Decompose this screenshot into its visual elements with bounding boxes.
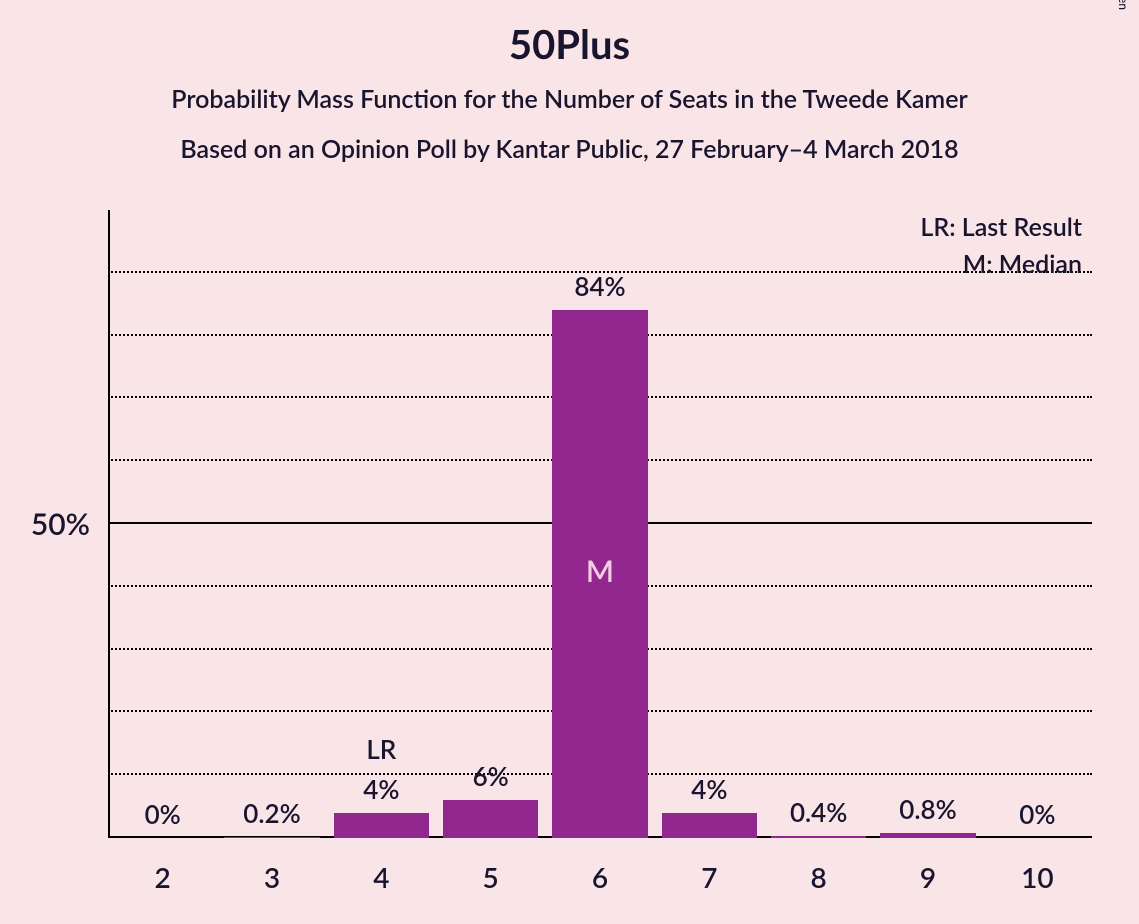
x-tick-label: 8 [764,860,873,894]
bar-value-label: 0% [108,798,217,830]
y-axis-line [108,210,110,838]
bar-value-label: 0.2% [217,797,326,829]
bar-annotation: LR [327,733,436,765]
chart-title: 50Plus [0,20,1139,68]
bar [334,813,429,838]
chart-subtitle-2: Based on an Opinion Poll by Kantar Publi… [0,134,1139,164]
x-tick-label: 10 [983,860,1092,894]
bar-value-label: 0.4% [764,796,873,828]
bar-inner-label: M [552,553,647,589]
x-tick-label: 4 [327,860,436,894]
x-tick-label: 7 [655,860,764,894]
bar-value-label: 0.8% [873,793,982,825]
bar [771,836,866,839]
bar-value-label: 6% [436,760,545,792]
bar [443,800,538,838]
bar [662,813,757,838]
bar [880,833,975,838]
bar [224,837,319,838]
plot-area: 0%0.2%4%LR6%84%M4%0.4%0.8%0% [108,210,1092,838]
x-tick-label: 9 [873,860,982,894]
chart-subtitle-1: Probability Mass Function for the Number… [0,84,1139,114]
legend-last-result: LR: Last Result [108,212,1082,242]
bar-value-label: 0% [983,798,1092,830]
y-axis-label-50: 50% [0,506,90,542]
legend-median: M: Median [108,249,1082,279]
bar-value-label: 4% [655,773,764,805]
chart-container: 50Plus Probability Mass Function for the… [0,0,1139,924]
x-tick-label: 6 [545,860,654,894]
x-tick-label: 2 [108,860,217,894]
x-tick-label: 5 [436,860,545,894]
bar-value-label: 4% [327,773,436,805]
x-tick-label: 3 [217,860,326,894]
copyright-text: © 2020 Filip van Laenen [1116,0,1131,10]
